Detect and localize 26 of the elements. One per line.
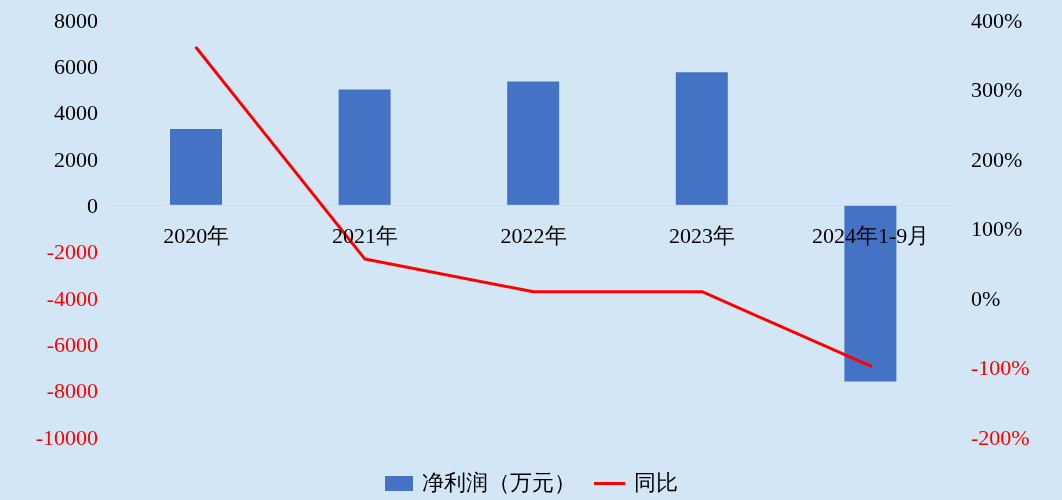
y2-tick-label: 200% [971,146,1023,172]
x-tick-label: 2020年 [163,222,230,248]
y-tick-label: -6000 [46,331,98,357]
y-tick-label: 0 [87,192,98,218]
y-tick-label: -8000 [46,378,98,404]
legend-label: 同比 [633,469,678,497]
bar [507,81,560,206]
y-tick-label: -4000 [46,285,98,311]
y2-tick-label: -200% [971,424,1030,450]
y-tick-label: 8000 [54,7,98,33]
y-tick-label: 6000 [54,53,98,79]
legend-label: 净利润（万元） [421,469,576,497]
y2-tick-label: 0% [971,285,1001,311]
y2-tick-label: 100% [971,216,1023,241]
bar [675,72,728,206]
bar [338,89,391,206]
y-tick-label: -2000 [46,239,98,265]
y2-tick-label: 400% [971,7,1023,33]
y2-tick-label: -100% [971,355,1030,380]
y-tick-label: -10000 [35,424,98,450]
bar [170,128,222,206]
y-tick-label: 2000 [54,146,98,172]
y-tick-label: 4000 [54,100,98,126]
x-tick-label: 2023年 [669,222,736,248]
y2-tick-label: 300% [971,77,1023,102]
x-tick-label: 2022年 [500,222,567,248]
